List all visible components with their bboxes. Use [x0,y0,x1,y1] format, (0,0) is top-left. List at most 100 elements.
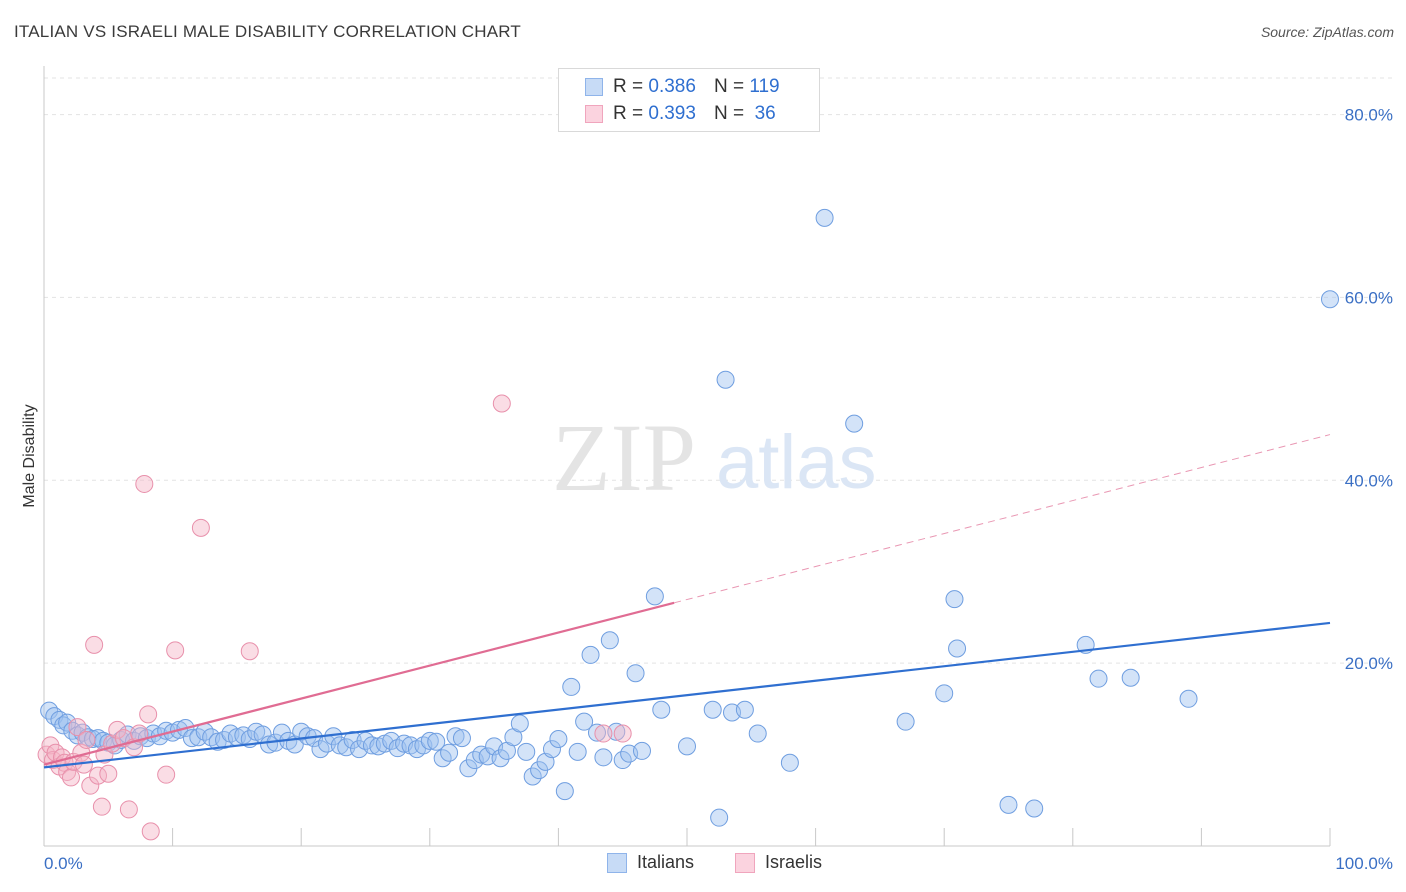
italians-point [1089,669,1108,688]
grid-lines [44,77,1392,664]
italians-point [446,727,465,746]
axes [43,66,1331,847]
italians-point [420,731,439,750]
legend-row-israelis: R = 0.393 N = 36 [585,103,776,125]
israelis-point [191,518,210,537]
series-label-italians: Italians [637,852,695,872]
italians-point [945,590,964,609]
y-tick-label: 40.0% [1345,471,1393,490]
israelis-point [141,822,160,841]
italians-point [935,684,954,703]
italians-point [652,700,671,719]
italians-point [575,712,594,731]
israelis-point [81,776,100,795]
trend-lines [43,434,1331,769]
legend-r-value: 0.393 [648,103,696,124]
chart-title: ITALIAN VS ISRAELI MALE DISABILITY CORRE… [14,22,521,41]
y-axis-title: Male Disability [21,404,38,507]
italians-point [626,664,645,683]
italians-point [1025,799,1044,818]
italians-point [555,782,574,801]
italians-point [594,748,613,767]
israelis-point [240,642,259,661]
italians-point [472,745,491,764]
israelis-point [594,724,613,743]
italians-point [632,741,651,760]
italians-point [517,742,536,761]
italians-point [678,737,696,756]
israelis-trend-line [43,601,675,766]
legend-n-value: 119 [749,76,780,97]
legend-r-label: R = [613,103,644,124]
italians-point [703,700,722,719]
italians-point [948,639,967,658]
y-tick-label: 80.0% [1345,106,1393,125]
legend-r-label: R = [613,76,644,97]
italians-point [523,767,542,786]
italians-point [815,208,834,227]
israelis-trend-extension [674,434,1331,604]
y-tick-label: 60.0% [1345,288,1393,307]
x-tick-label: 100.0% [1335,854,1393,873]
israelis-point [99,764,118,783]
legend-n-label: N = [713,76,745,97]
italians-point [510,714,529,733]
italians-point [748,724,767,743]
legend-swatch-israelis [585,105,603,123]
italians-point [845,414,864,433]
italians-point [343,730,362,749]
italians-point [896,712,915,731]
legend-swatch-italians [585,78,603,96]
watermark-zip: ZIP [552,404,696,511]
italians-point [562,677,581,696]
legend-n-label: N = [713,103,745,124]
italians-point [542,740,561,759]
italians-point [440,743,459,762]
italians-point [427,732,446,751]
italians-point [491,749,510,768]
italians-point [735,700,754,719]
series-legend-italians: Italians [607,852,694,873]
italians-point [260,735,279,754]
italians-point [581,645,600,664]
watermark: ZIP atlas [552,404,877,511]
italians-point [1179,689,1198,708]
series-swatch-israelis [735,852,755,873]
italians-point [89,729,108,748]
series-legend-israelis: Israelis [735,852,822,873]
italians-point [600,631,619,650]
italians-point [780,753,799,772]
italians-point [1321,290,1339,309]
legend-row-italians: R = 0.386 N = 119 [585,76,780,98]
israelis-point [77,730,96,749]
legend-r-value: 0.386 [648,76,696,97]
data-points [37,208,1339,841]
israelis-point [139,705,158,724]
italians-point [716,370,735,389]
italians-point [613,751,632,770]
italians-point [999,795,1018,814]
source-label: Source: ZipAtlas.com [1260,24,1394,40]
israelis-point [68,718,87,737]
series-label-israelis: Israelis [765,852,823,872]
y-tick-label: 20.0% [1345,654,1393,673]
israelis-point [130,724,149,743]
italians-trend-line [43,621,1331,769]
italians-point [710,808,729,827]
watermark-atlas: atlas [716,420,877,505]
israelis-point [157,765,176,784]
series-swatch-italians [607,852,627,873]
israelis-point [92,797,111,816]
italians-point [1121,668,1140,687]
italians-point [452,729,471,748]
israelis-point [135,474,154,493]
italians-point [40,701,59,720]
israelis-point [492,394,511,413]
israelis-point [119,800,138,819]
israelis-point [62,768,81,787]
series-legend: Italians Israelis [0,852,1406,876]
italians-point [645,587,664,606]
israelis-point [613,724,632,743]
correlation-legend: R = 0.386 N = 119 R = 0.393 N = 36 [558,68,820,132]
